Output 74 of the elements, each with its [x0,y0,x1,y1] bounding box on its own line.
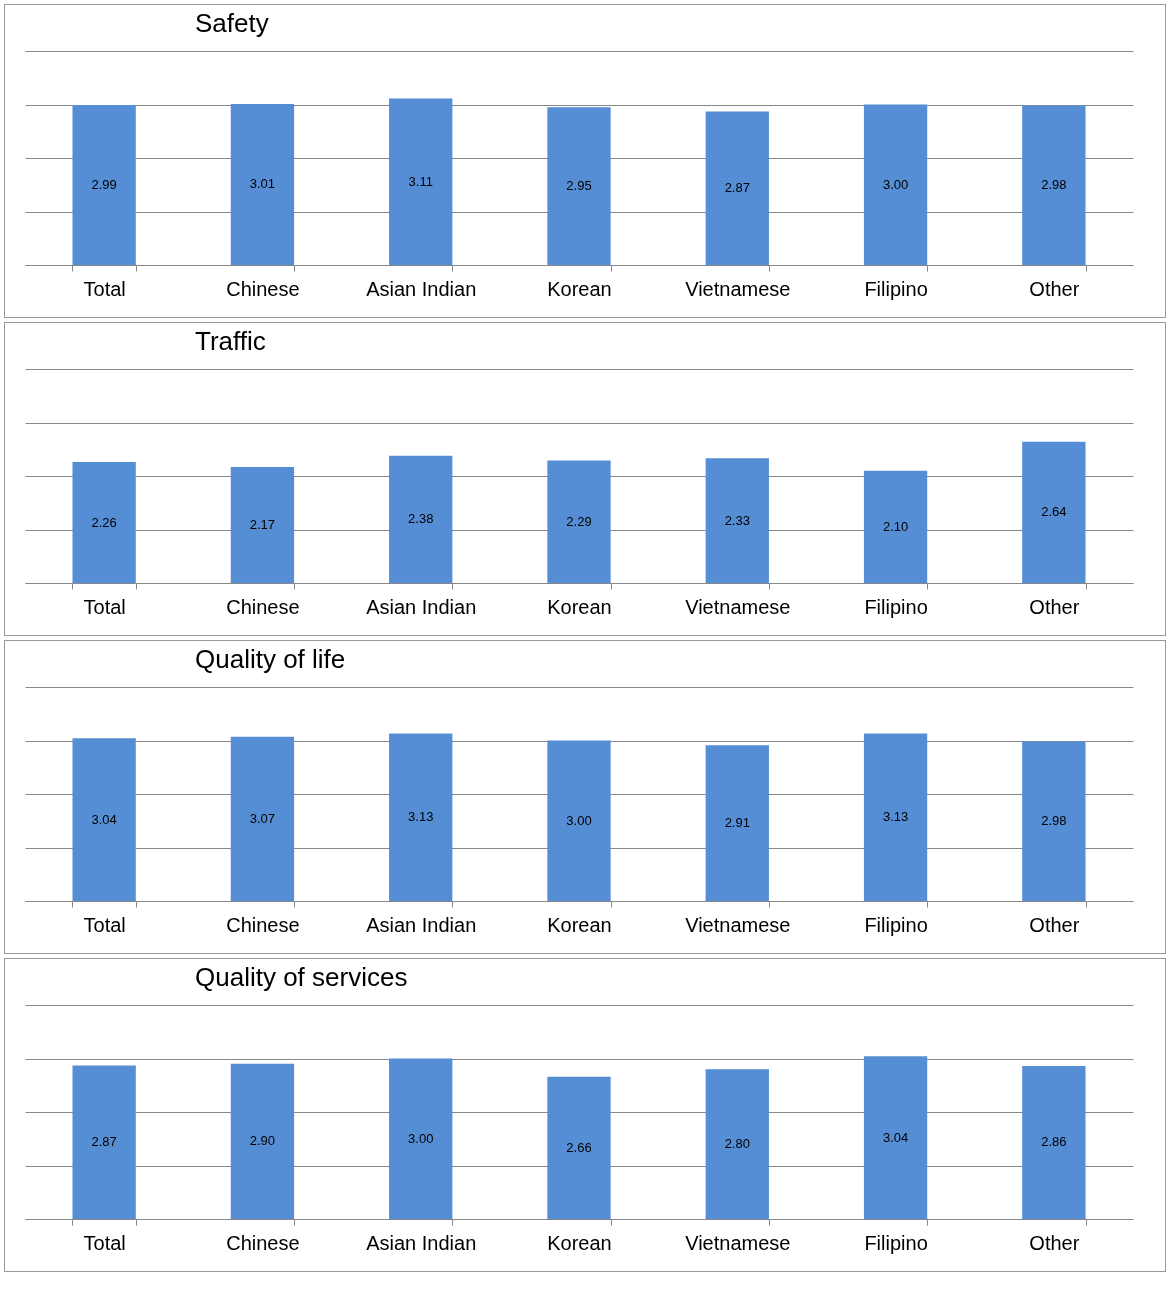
data-label: 2.26 [91,514,117,530]
data-label: 2.98 [1041,177,1067,193]
data-label: 3.07 [249,810,276,826]
x-tick-label: Vietnamese [685,1231,791,1254]
data-label: 2.99 [91,177,117,193]
chart-title: Traffic [195,326,266,356]
data-label: 3.01 [249,176,276,192]
bar [72,1065,136,1219]
data-label: 2.33 [724,512,750,528]
data-label: 3.00 [882,176,909,192]
bar [389,1058,453,1219]
chart-title: Quality of services [195,962,408,992]
data-label: 3.04 [91,811,117,827]
data-label: 3.00 [408,1130,434,1146]
x-tick-label: Chinese [226,1231,300,1254]
x-tick-label: Chinese [226,277,300,300]
x-tick-label: Korean [547,277,612,300]
x-tick-label: Filipino [864,595,928,618]
data-label: 2.64 [1041,504,1067,520]
data-label: 3.13 [882,809,909,825]
x-tick-label: Asian Indian [366,277,477,300]
x-tick-label: Korean [547,913,612,936]
data-label: 3.11 [408,173,433,189]
x-tick-label: Other [1029,1231,1080,1254]
bar [389,455,453,583]
data-label: 3.13 [408,809,434,825]
data-label: 2.95 [566,178,592,194]
x-tick-label: Asian Indian [366,595,477,618]
x-tick-label: Vietnamese [685,913,791,936]
x-tick-label: Other [1029,913,1080,936]
bar [705,458,769,583]
data-label: 3.04 [882,1129,909,1145]
x-tick-label: Total [83,913,126,936]
x-tick-label: Total [83,1231,126,1254]
bar [72,462,136,583]
data-label: 2.66 [566,1139,592,1155]
data-label: 2.80 [724,1136,750,1152]
x-tick-label: Filipino [864,277,928,300]
x-tick-label: Chinese [226,913,300,936]
data-label: 2.90 [249,1133,276,1149]
data-label: 2.87 [724,180,750,196]
data-label: 2.29 [566,513,592,529]
x-tick-label: Total [83,595,126,618]
x-tick-label: Asian Indian [366,1231,477,1254]
x-tick-label: Chinese [226,595,300,618]
x-tick-label: Asian Indian [366,913,477,936]
data-label: 2.86 [1041,1134,1067,1150]
chart-title: Safety [195,8,269,38]
bar [1022,441,1086,583]
data-label: 3.00 [566,812,592,828]
x-tick-label: Other [1029,595,1080,618]
bar [1022,1065,1086,1219]
data-label: 2.17 [249,516,276,532]
x-tick-label: Filipino [864,1231,928,1254]
bar [230,466,295,583]
data-label: 2.91 [724,815,750,831]
bar [230,1063,295,1219]
chart-title: Quality of life [195,644,346,674]
bar [863,1056,928,1219]
bar [547,460,611,583]
x-tick-label: Vietnamese [685,595,791,618]
x-tick-label: Filipino [864,913,928,936]
x-tick-label: Korean [547,595,612,618]
x-tick-label: Total [83,277,126,300]
bar [547,1076,611,1219]
x-tick-label: Korean [547,1231,612,1254]
bar [705,1069,769,1219]
data-label: 2.10 [882,518,909,534]
data-label: 2.38 [408,511,434,527]
data-label: 2.98 [1041,813,1067,829]
x-tick-label: Vietnamese [685,277,791,300]
x-tick-label: Other [1029,277,1080,300]
bar [863,470,928,583]
data-label: 2.87 [91,1134,117,1150]
